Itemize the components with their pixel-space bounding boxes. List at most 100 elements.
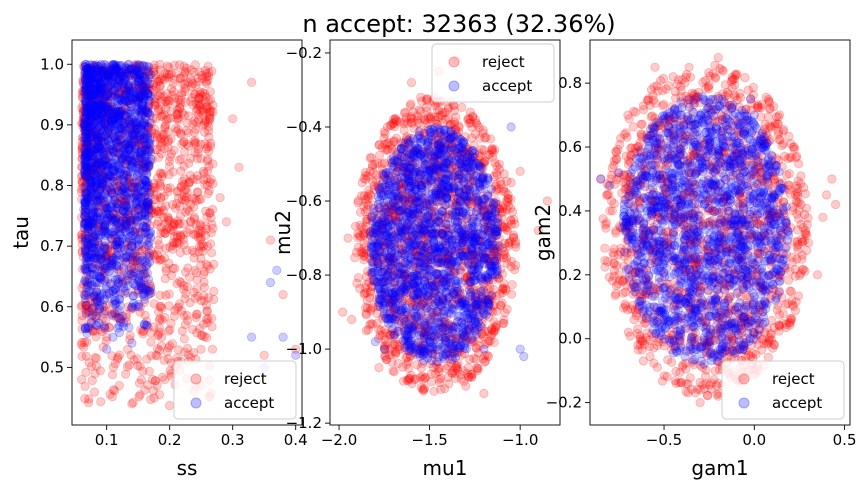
point-reject	[115, 313, 125, 323]
point-reject	[126, 153, 136, 163]
point-reject	[205, 141, 216, 151]
point-reject	[187, 193, 198, 203]
point-accept	[90, 277, 100, 288]
point-accept	[113, 242, 123, 252]
point-reject	[128, 250, 138, 261]
point-reject	[94, 169, 104, 179]
point-accept	[94, 304, 105, 314]
point-reject	[199, 282, 209, 292]
point-reject	[78, 77, 88, 87]
point-reject	[132, 258, 142, 268]
point-reject	[91, 361, 102, 371]
point-reject	[196, 242, 207, 252]
point-reject	[105, 110, 115, 120]
point-reject	[107, 129, 117, 139]
y-tick-label: 0.5	[40, 358, 64, 376]
point-reject	[133, 204, 143, 214]
point-reject	[122, 361, 133, 372]
point-reject	[189, 247, 199, 257]
point-reject	[205, 110, 215, 120]
point-reject	[168, 167, 178, 177]
point-reject	[156, 134, 166, 144]
point-reject	[91, 163, 102, 173]
point-accept	[143, 129, 153, 139]
point-reject	[107, 391, 117, 402]
x-tick-label: 0.3	[221, 431, 245, 449]
point-reject	[204, 122, 214, 132]
point-reject	[191, 107, 201, 117]
point-reject	[160, 253, 170, 263]
point-accept	[265, 277, 276, 288]
point-reject	[154, 345, 164, 355]
point-reject	[82, 170, 92, 180]
point-reject	[130, 130, 140, 140]
point-reject	[166, 225, 176, 235]
point-reject	[105, 89, 115, 99]
point-reject	[111, 312, 122, 323]
point-reject	[166, 318, 176, 328]
point-reject	[121, 117, 131, 127]
point-reject	[197, 226, 207, 237]
point-reject	[114, 265, 124, 275]
point-reject	[93, 207, 104, 217]
point-reject	[169, 87, 179, 97]
point-reject	[125, 330, 135, 341]
point-reject	[90, 133, 100, 143]
point-reject	[136, 283, 147, 293]
point-reject	[347, 314, 357, 325]
point-reject	[163, 99, 173, 109]
point-reject	[167, 270, 177, 281]
point-accept	[105, 104, 115, 114]
point-reject	[122, 138, 133, 148]
point-reject	[156, 96, 166, 106]
x-tick-label: 0.4	[284, 431, 308, 449]
point-reject	[95, 78, 106, 89]
point-accept	[113, 107, 124, 117]
point-reject	[186, 96, 196, 106]
point-reject	[183, 315, 193, 326]
point-accept	[98, 137, 109, 147]
point-reject	[191, 230, 201, 240]
point-reject	[96, 397, 106, 407]
point-reject	[100, 197, 110, 207]
point-reject	[195, 67, 205, 77]
point-reject	[79, 62, 89, 72]
point-reject	[86, 83, 96, 93]
point-reject	[95, 197, 105, 207]
point-reject	[191, 138, 201, 148]
point-reject	[172, 303, 182, 313]
point-reject	[85, 165, 95, 175]
point-reject	[137, 262, 147, 272]
point-reject	[92, 143, 102, 154]
point-reject	[461, 381, 471, 391]
point-reject	[179, 334, 189, 344]
point-reject	[96, 91, 106, 101]
point-reject	[153, 90, 163, 101]
point-reject	[120, 141, 130, 151]
point-reject	[81, 301, 91, 311]
point-reject	[148, 113, 158, 123]
point-reject	[159, 355, 169, 365]
point-accept	[112, 199, 123, 209]
point-reject	[161, 263, 171, 273]
point-reject	[89, 387, 100, 397]
point-accept	[122, 68, 132, 78]
point-reject	[146, 287, 156, 298]
point-reject	[89, 291, 99, 301]
point-reject	[104, 288, 114, 298]
point-reject	[206, 138, 216, 148]
point-reject	[189, 89, 199, 99]
point-reject	[155, 389, 165, 400]
point-reject	[195, 219, 205, 229]
point-reject	[228, 114, 238, 124]
point-reject	[456, 369, 466, 379]
point-reject	[154, 106, 164, 116]
point-reject	[98, 97, 108, 107]
point-reject	[125, 178, 135, 188]
point-reject	[500, 308, 510, 318]
point-reject	[195, 234, 205, 245]
point-reject	[140, 310, 150, 320]
point-reject	[137, 109, 147, 119]
point-reject	[117, 184, 128, 194]
